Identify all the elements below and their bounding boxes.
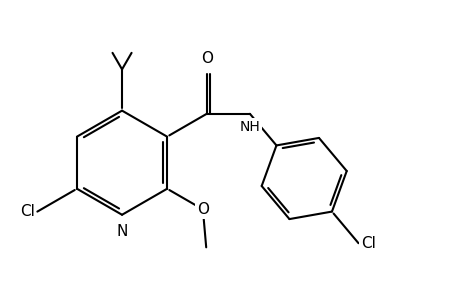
Text: Cl: Cl	[20, 204, 35, 219]
Text: O: O	[196, 202, 208, 217]
Text: O: O	[200, 51, 212, 66]
Text: Cl: Cl	[360, 236, 375, 251]
Text: NH: NH	[239, 120, 260, 134]
Text: N: N	[116, 224, 128, 239]
